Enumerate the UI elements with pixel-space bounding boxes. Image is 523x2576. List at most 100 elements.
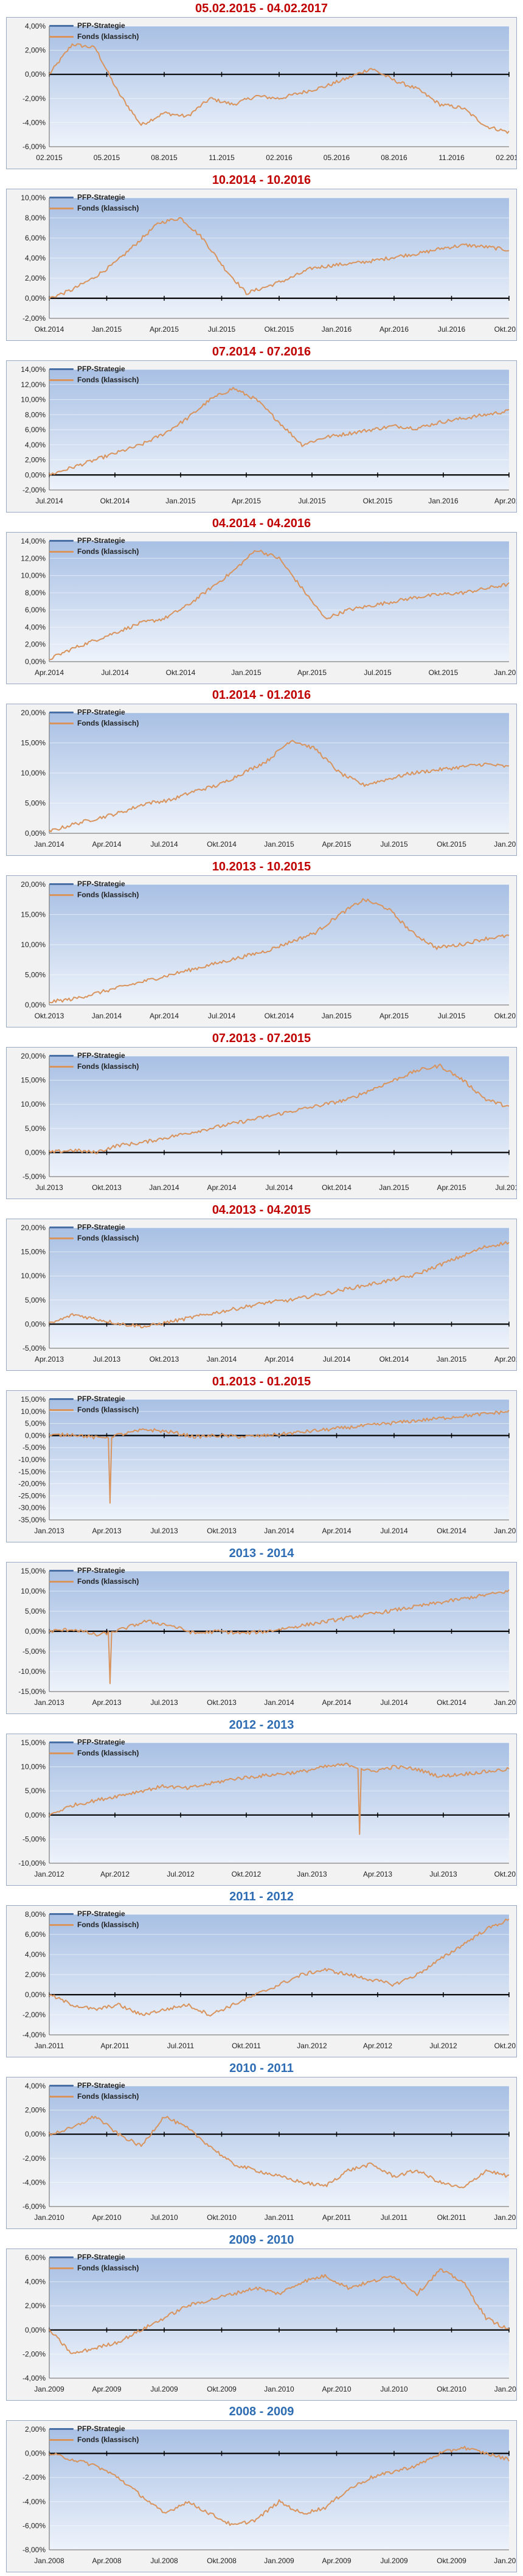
x-tick-label: Apr.2013: [363, 1870, 392, 1878]
legend-label: PFP-Strategie: [77, 1909, 125, 1918]
x-tick-label: Apr.2012: [363, 2042, 392, 2050]
x-tick-label: Apr.2014: [92, 840, 121, 849]
chart-panel: 07.2013 - 07.2015 20,00% 15,00% 10,00% 5,00%…: [0, 1030, 523, 1202]
chart-frame: 14,00% 12,00% 10,00% 8,00% 6,00% 4,00% 2,00% 0,…: [6, 532, 517, 684]
y-tick-label: 10,00%: [21, 572, 46, 580]
x-tick-label: Jul.2014: [101, 668, 129, 677]
chart-title: 2010 - 2011: [229, 2062, 294, 2075]
legend-entry: PFP-Strategie: [49, 1050, 171, 1061]
y-tick-label: 0,00%: [25, 1627, 46, 1636]
y-tick-label: 2,00%: [25, 2106, 46, 2115]
y-tick-label: -4,00%: [23, 2374, 46, 2382]
series-line-fonds: [49, 43, 510, 134]
legend-label: Fonds (klassisch): [77, 1749, 139, 1757]
legend-entry: PFP-Strategie: [49, 1565, 171, 1576]
legend-entry: PFP-Strategie: [49, 2252, 171, 2263]
legend-swatch: [49, 722, 74, 724]
x-tick-label: Apr.2013: [92, 1698, 121, 1707]
x-tick-label: Jul.2013: [150, 1698, 178, 1707]
y-tick-label: -2,00%: [23, 2473, 46, 2482]
y-tick-label: 15,00%: [21, 1076, 46, 1085]
y-tick-label: 6,00%: [25, 606, 46, 614]
plot-area: [49, 2429, 509, 2550]
chart-panel: 10.2014 - 10.2016 10,00% 8,00% 6,00% 4,00% 2,…: [0, 172, 523, 343]
x-tick-label: Jan.2010: [494, 2557, 516, 2565]
chart-frame: 15,00% 10,00% 5,00% 0,00% -5,00% -10,00% -15,0…: [6, 1390, 517, 1542]
chart-panel: 2011 - 2012 8,00% 6,00% 4,00% 2,00% 0,00% -2,0…: [0, 1888, 523, 2060]
plot-area: [49, 1743, 509, 1863]
legend-swatch: [49, 1913, 74, 1915]
x-tick-label: Jul.2014: [208, 1012, 236, 1020]
x-tick-label: Okt.2015: [429, 668, 459, 677]
legend-entry: PFP-Strategie: [49, 1393, 171, 1404]
chart-panel: 2008 - 2009 2,00% 0,00% -2,00% -4,00% -6,00% -…: [0, 2403, 523, 2575]
series-line-fonds: [49, 2115, 510, 2189]
y-tick-label: 0,00%: [25, 829, 46, 838]
legend-entry: PFP-Strategie: [49, 707, 171, 718]
y-tick-label: 5,00%: [25, 799, 46, 808]
x-tick-label: 05.2016: [324, 153, 350, 162]
legend: PFP-Strategie Fonds (klassisch): [49, 192, 171, 214]
y-tick-label: 4,00%: [25, 2082, 46, 2090]
x-tick-label: Jan.2014: [207, 1355, 237, 1363]
y-tick-label: 5,00%: [25, 1419, 46, 1428]
x-tick-label: 08.2015: [151, 153, 178, 162]
legend-label: Fonds (klassisch): [77, 719, 139, 727]
y-tick-label: 0,00%: [25, 1320, 46, 1328]
legend-swatch: [49, 539, 74, 542]
chart-frame: 15,00% 10,00% 5,00% 0,00% -5,00% -10,00% -15,0…: [6, 1562, 517, 1714]
legend: PFP-Strategie Fonds (klassisch): [49, 1050, 171, 1072]
y-tick-label: 15,00%: [21, 1395, 46, 1404]
y-tick-label: 8,00%: [25, 1910, 46, 1919]
legend: PFP-Strategie Fonds (klassisch): [49, 363, 171, 385]
legend-entry: Fonds (klassisch): [49, 2091, 171, 2102]
legend: PFP-Strategie Fonds (klassisch): [49, 1737, 171, 1759]
y-tick-label: 14,00%: [21, 537, 46, 545]
legend-entry: Fonds (klassisch): [49, 1061, 171, 1072]
y-tick-label: -6,00%: [23, 2521, 46, 2530]
x-tick-label: Apr.2012: [100, 1870, 130, 1878]
series-line-fonds: [49, 2268, 510, 2354]
legend-label: Fonds (klassisch): [77, 2435, 139, 2444]
x-tick-label: Apr.2015: [379, 1012, 409, 1020]
legend-swatch: [49, 1741, 74, 1743]
x-tick-label: Jul.2010: [380, 2385, 408, 2393]
x-tick-label: Jan.2012: [34, 1870, 64, 1878]
chart-title: 01.2014 - 01.2016: [212, 688, 311, 702]
plot-area: [49, 1228, 509, 1348]
x-tick-label: Apr.2008: [92, 2557, 121, 2565]
x-tick-label: Okt.2014: [100, 497, 130, 505]
line-chart: 2,00% 0,00% -2,00% -4,00% -6,00% -8,00% Jan.20…: [23, 2425, 516, 2565]
x-tick-label: Okt.2014: [207, 840, 237, 849]
legend-swatch: [49, 1580, 74, 1583]
legend-swatch: [49, 2438, 74, 2441]
y-tick-label: -35,00%: [18, 1516, 46, 1524]
legend-entry: PFP-Strategie: [49, 878, 171, 889]
y-tick-label: 2,00%: [25, 2425, 46, 2434]
x-tick-label: Okt.2015: [265, 325, 294, 334]
legend-entry: PFP-Strategie: [49, 535, 171, 546]
legend-label: PFP-Strategie: [77, 536, 125, 545]
y-tick-label: 2,00%: [25, 1970, 46, 1979]
x-tick-label: 05.2015: [94, 153, 120, 162]
y-tick-label: 4,00%: [25, 441, 46, 449]
x-tick-label: Jul.2013: [150, 1527, 178, 1535]
x-tick-label: Jan.2008: [34, 2557, 64, 2565]
x-tick-label: Jul.2009: [380, 2557, 408, 2565]
chart-frame: 20,00% 15,00% 10,00% 5,00% 0,00% -5,00% Jul.20…: [6, 1047, 517, 1199]
legend: PFP-Strategie Fonds (klassisch): [49, 2423, 171, 2445]
y-tick-label: 12,00%: [21, 554, 46, 562]
y-tick-label: 2,00%: [25, 640, 46, 649]
series-line-fonds: [49, 1589, 510, 1684]
x-tick-label: Jul.2015: [495, 1183, 516, 1192]
legend-swatch: [49, 379, 74, 381]
x-tick-label: Jul.2015: [380, 840, 408, 849]
legend-swatch: [49, 207, 74, 209]
legend-entry: PFP-Strategie: [49, 1737, 171, 1748]
y-tick-label: 5,00%: [25, 971, 46, 979]
series-line-fonds: [49, 387, 510, 476]
legend-label: Fonds (klassisch): [77, 204, 139, 212]
x-tick-label: 02.2016: [266, 153, 293, 162]
legend: PFP-Strategie Fonds (klassisch): [49, 1393, 171, 1415]
x-tick-label: Jul.2013: [429, 1870, 457, 1878]
